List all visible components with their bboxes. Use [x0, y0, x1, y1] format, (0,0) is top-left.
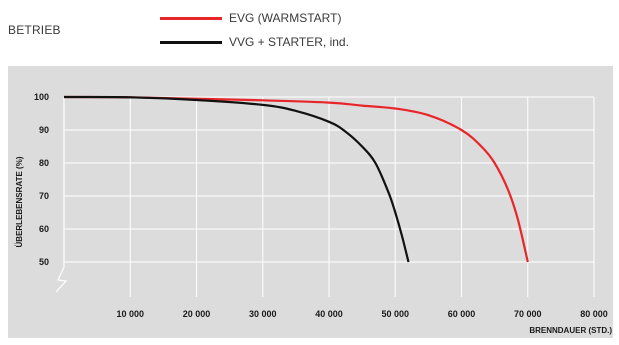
x-tick-label: 50 000 — [381, 309, 409, 319]
series-line-vvg — [63, 95, 410, 263]
axis-break-mark — [55, 266, 68, 293]
x-tick-label: 40 000 — [315, 309, 343, 319]
legend: EVG (WARMSTART) VVG + STARTER, ind. — [160, 6, 349, 54]
x-tick-label: 30 000 — [249, 309, 277, 319]
legend-swatch-evg — [160, 16, 222, 20]
y-tick-label: 50 — [39, 257, 49, 267]
x-tick-label: 80 000 — [580, 309, 608, 319]
y-tick-label: 100 — [34, 92, 49, 102]
x-tick-label: 60 000 — [448, 309, 476, 319]
series-lines — [63, 95, 529, 263]
legend-label-evg: EVG (WARMSTART) — [229, 11, 342, 25]
series-line-evg — [63, 95, 529, 263]
x-tick-label: 70 000 — [514, 309, 542, 319]
y-tick-label: 80 — [39, 158, 49, 168]
legend-label-vvg: VVG + STARTER, ind. — [229, 35, 349, 49]
y-tick-label: 70 — [39, 191, 49, 201]
grid-lines — [64, 96, 595, 297]
x-tick-labels: 10 000 20 000 30 000 40 000 50 000 60 000 70 0… — [116, 309, 607, 319]
x-tick-label: 20 000 — [183, 309, 211, 319]
axes — [55, 97, 68, 293]
x-axis-title: BRENNDAUER (STD.) — [529, 326, 612, 335]
legend-item-vvg: VVG + STARTER, ind. — [160, 30, 349, 54]
y-tick-label: 90 — [39, 125, 49, 135]
y-tick-label: 60 — [39, 224, 49, 234]
x-tick-label: 10 000 — [116, 309, 144, 319]
y-axis-title: ÜBERLEBENSRATE (%) — [15, 156, 24, 247]
legend-swatch-vvg — [160, 40, 222, 44]
y-tick-labels: 50 60 70 80 90 100 — [34, 92, 49, 267]
chart-category-label: BETRIEB — [8, 23, 61, 37]
legend-item-evg: EVG (WARMSTART) — [160, 6, 349, 30]
